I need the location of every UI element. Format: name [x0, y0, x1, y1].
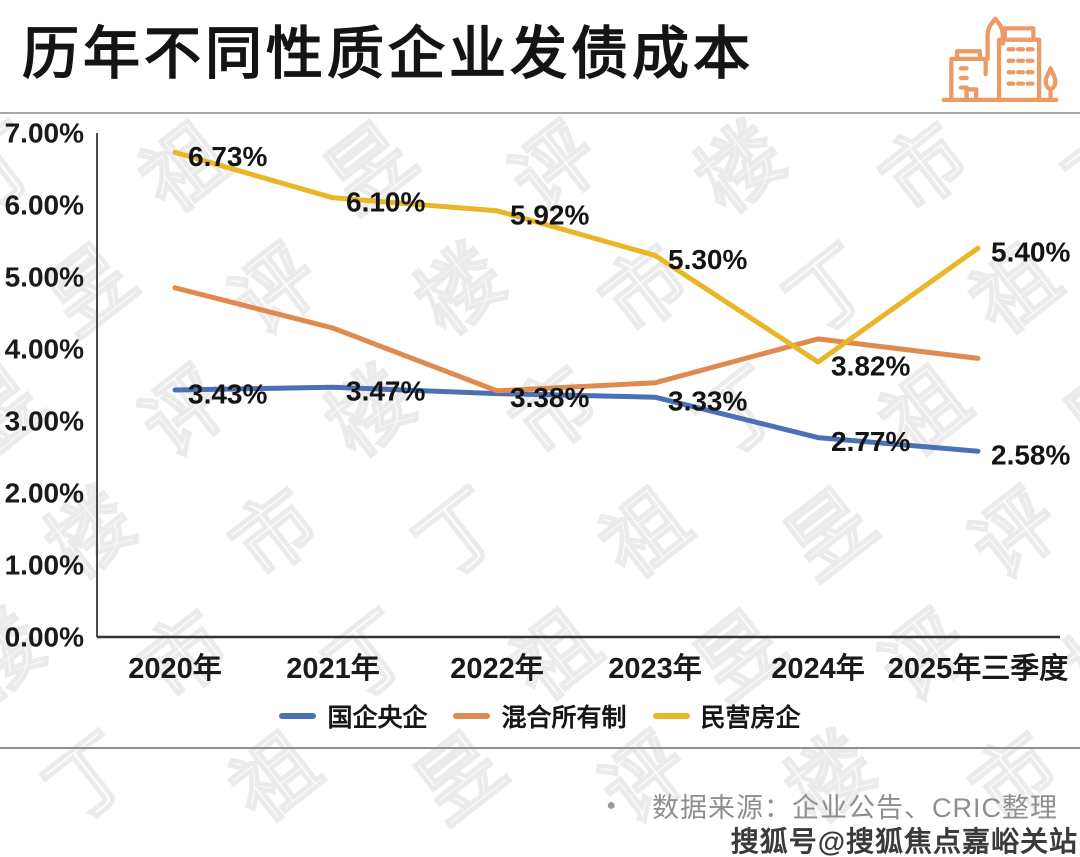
y-axis-tick: 4.00%: [5, 334, 84, 365]
data-label-guoqi-yangqi: 3.33%: [668, 386, 747, 417]
legend-swatch-hunhe-suoyouzhi: [453, 713, 491, 719]
legend-item-hunhe-suoyouzhi: 混合所有制: [453, 698, 627, 734]
x-axis-tick: 2023年: [608, 651, 702, 685]
data-label-guoqi-yangqi: 3.43%: [188, 379, 267, 410]
data-label-minying-fangqi: 5.92%: [510, 199, 589, 230]
legend-label-minying-fangqi: 民营房企: [700, 704, 801, 732]
x-axis-tick: 2022年: [450, 651, 544, 685]
data-label-guoqi-yangqi: 2.77%: [831, 426, 910, 457]
source-row: ● 数据来源：企业公告、CRIC整理: [0, 786, 1080, 825]
series-line-guoqi-yangqi: [172, 384, 981, 454]
y-axis-tick: 1.00%: [5, 550, 84, 581]
legend: 国企央企 混合所有制 民营房企: [0, 698, 1080, 734]
x-axis-tick: 2025年三季度: [888, 651, 1069, 685]
header-divider: [0, 112, 1080, 114]
data-label-guoqi-yangqi: 3.38%: [510, 382, 589, 413]
right-building: [996, 37, 1042, 103]
y-axis-tick: 6.00%: [5, 190, 84, 221]
data-label-guoqi-yangqi: 2.58%: [991, 440, 1070, 471]
left-building: [949, 56, 988, 103]
sohu-watermark-text: 搜狐号@搜狐焦点嘉峪关站: [730, 826, 1078, 857]
data-label-minying-fangqi: 3.82%: [831, 350, 910, 381]
data-label-minying-fangqi: 6.73%: [188, 141, 267, 172]
y-axis-tick: 5.00%: [5, 262, 84, 293]
header: 历年不同性质企业发债成本: [0, 0, 1080, 112]
bullet-icon: ●: [606, 796, 616, 814]
legend-label-hunhe-suoyouzhi: 混合所有制: [501, 704, 627, 732]
y-axis-tick: 0.00%: [5, 622, 84, 653]
footer-divider: [0, 747, 1080, 749]
dome-tower: [985, 16, 1006, 62]
legend-item-guoqi-yangqi: 国企央企: [279, 698, 427, 734]
x-axis-tick: 2021年: [286, 651, 380, 685]
tree: [1043, 66, 1058, 103]
legend-swatch-guoqi-yangqi: [279, 713, 317, 719]
legend-item-minying-fangqi: 民营房企: [652, 698, 801, 734]
data-label-minying-fangqi: 5.40%: [991, 237, 1070, 268]
x-axis-tick: 2024年: [771, 651, 865, 685]
page-title: 历年不同性质企业发债成本: [22, 22, 754, 86]
data-label-guoqi-yangqi: 3.47%: [346, 376, 425, 407]
y-axis-tick: 7.00%: [5, 118, 84, 149]
data-source-text: 数据来源：企业公告、CRIC整理: [652, 793, 1058, 823]
data-label-minying-fangqi: 6.10%: [346, 186, 425, 217]
legend-swatch-minying-fangqi: [652, 713, 690, 719]
legend-label-guoqi-yangqi: 国企央企: [327, 704, 428, 732]
x-axis-tick: 2020年: [128, 651, 222, 685]
buildings-icon: [941, 16, 1059, 103]
data-label-minying-fangqi: 5.30%: [668, 244, 747, 275]
series-line-minying-fangqi: [172, 149, 981, 365]
y-axis-tick: 3.00%: [5, 406, 84, 437]
chart-svg: 0.00% 1.00% 2.00% 3.00% 4.00% 5.00% 6.00% 7.00%…: [5, 118, 1071, 686]
y-axis-tick: 2.00%: [5, 478, 84, 509]
